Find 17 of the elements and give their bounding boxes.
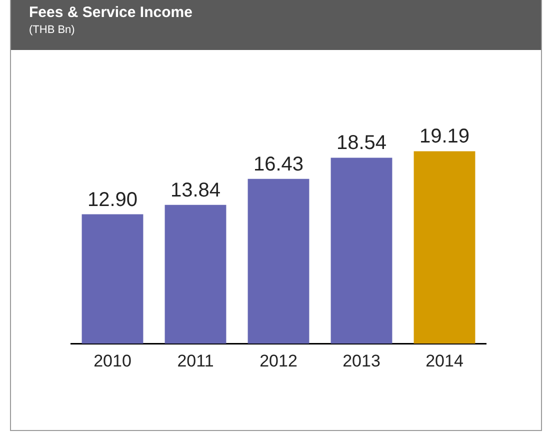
data-label: 13.84 (170, 179, 221, 202)
chart-subtitle: (THB Bn) (29, 24, 76, 36)
x-tick-label: 2012 (260, 351, 298, 370)
bar (330, 158, 392, 344)
bar (82, 214, 144, 344)
data-label: 18.54 (336, 132, 387, 154)
x-tick-label: 2014 (426, 351, 464, 370)
x-tick-label: 2013 (342, 351, 380, 370)
chart-title: Fees & Service Income (29, 4, 194, 21)
data-label: 12.90 (87, 188, 138, 211)
bar (164, 204, 226, 344)
bar (248, 178, 310, 344)
x-tick-label: 2010 (94, 351, 132, 370)
x-tick-label: 2011 (177, 351, 214, 370)
data-label: 19.19 (419, 126, 470, 148)
data-label: 16.43 (253, 153, 304, 176)
bar (414, 151, 476, 344)
